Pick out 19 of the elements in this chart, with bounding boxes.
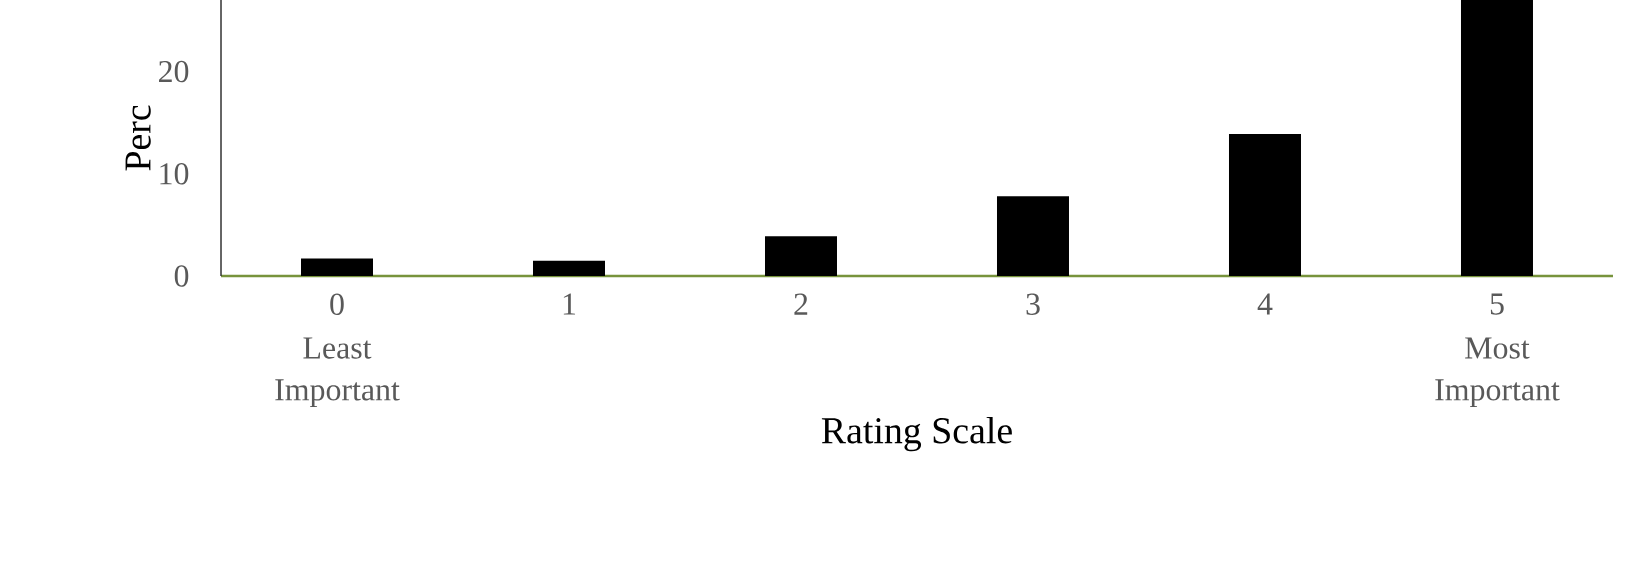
x-tick-label: 2 xyxy=(794,293,808,315)
bar xyxy=(533,260,605,276)
y-tick-label: 10 xyxy=(160,163,189,185)
text: Least Important xyxy=(275,337,400,408)
bar xyxy=(1228,133,1301,276)
y-axis-title: Perc xyxy=(125,105,151,171)
text: Most Important xyxy=(1435,337,1560,408)
x-axis-title: Rating Scale xyxy=(821,416,1012,452)
bar xyxy=(301,258,373,276)
y-tick-label: 0 xyxy=(174,265,189,287)
x-tick-label: 1 xyxy=(563,293,576,315)
x-tick-label: 5 xyxy=(1490,293,1504,315)
x-tick-label: 0 xyxy=(330,293,344,316)
y-tick-label: 20 xyxy=(159,60,189,83)
bar xyxy=(765,236,837,276)
x-tick-label: 4 xyxy=(1257,293,1273,315)
x-tick-label: 3 xyxy=(1026,293,1040,315)
bar xyxy=(996,196,1069,276)
bar xyxy=(1460,0,1533,276)
